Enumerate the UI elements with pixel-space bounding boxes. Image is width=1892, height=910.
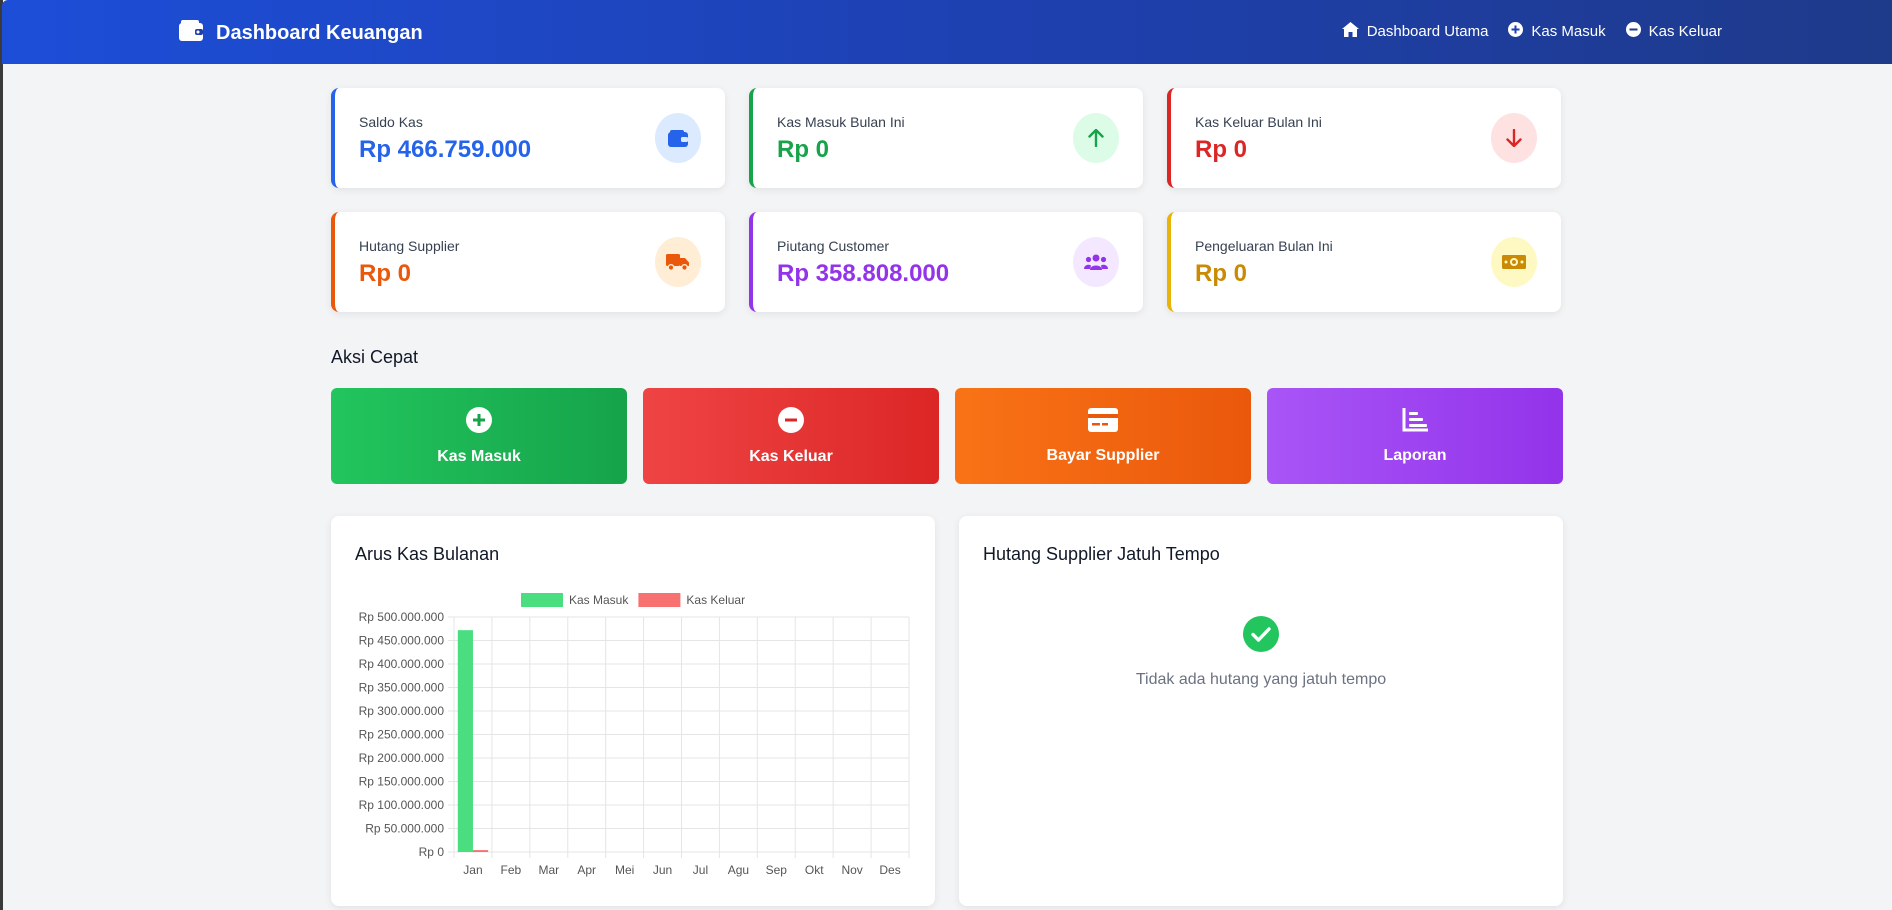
y-tick-label: Rp 250.000.000 bbox=[359, 728, 445, 742]
arrow-down-icon bbox=[1491, 113, 1537, 163]
cashflow-chart: Rp 0 Rp 50.000.000 Rp 100.000.000 Rp 150.00… bbox=[359, 593, 910, 877]
y-tick-label: Rp 0 bbox=[419, 845, 445, 859]
y-tick-label: Rp 50.000.000 bbox=[365, 822, 444, 836]
stat-label: Saldo Kas bbox=[359, 114, 423, 130]
quick-actions-title: Aksi Cepat bbox=[331, 347, 419, 367]
x-tick-label: Agu bbox=[728, 863, 749, 877]
plus-circle-icon bbox=[1508, 22, 1524, 41]
debt-panel-title: Hutang Supplier Jatuh Tempo bbox=[983, 544, 1220, 564]
legend-swatch bbox=[521, 593, 563, 607]
stat-card-kas-keluar: Kas Keluar Bulan Ini Rp 0 bbox=[1167, 88, 1561, 188]
y-tick-label: Rp 350.000.000 bbox=[359, 681, 445, 695]
stat-card-kas-masuk: Kas Masuk Bulan Ini Rp 0 bbox=[749, 88, 1143, 188]
empty-state: Tidak ada hutang yang jatuh tempo bbox=[959, 616, 1563, 689]
x-tick-label: Mar bbox=[538, 863, 559, 877]
cashflow-panel-title: Arus Kas Bulanan bbox=[355, 544, 500, 564]
stat-label: Piutang Customer bbox=[777, 238, 890, 254]
x-tick-label: Jun bbox=[653, 863, 672, 877]
stat-label: Hutang Supplier bbox=[359, 238, 460, 254]
nav-kas-masuk[interactable]: Kas Masuk bbox=[1508, 22, 1606, 41]
x-tick-label: Jul bbox=[693, 863, 708, 877]
x-tick-label: Jan bbox=[463, 863, 482, 877]
x-tick-label: Mei bbox=[615, 863, 634, 877]
x-tick-label: Nov bbox=[841, 863, 862, 877]
quick-action-label: Laporan bbox=[1383, 446, 1447, 464]
check-circle-icon bbox=[1243, 616, 1279, 657]
minus-circle-icon bbox=[1625, 22, 1641, 41]
plus-circle-icon bbox=[466, 406, 492, 438]
quick-action-bayar-supplier[interactable]: Bayar Supplier bbox=[955, 388, 1251, 484]
stat-value: Rp 0 bbox=[777, 136, 830, 163]
minus-circle-icon bbox=[778, 406, 804, 438]
debt-panel: Hutang Supplier Jatuh Tempo Tidak ada hu… bbox=[959, 516, 1563, 906]
nav-kas-keluar[interactable]: Kas Keluar bbox=[1625, 22, 1722, 41]
home-icon bbox=[1341, 22, 1359, 41]
stat-value: Rp 0 bbox=[1195, 136, 1248, 163]
chart-bar-icon bbox=[1402, 407, 1428, 437]
cashflow-panel: Arus Kas Bulanan Rp 0 Rp 50.000.000 Rp 100… bbox=[331, 516, 935, 906]
stat-label: Kas Masuk Bulan Ini bbox=[777, 114, 905, 130]
quick-action-label: Bayar Supplier bbox=[1046, 446, 1160, 464]
stat-value: Rp 0 bbox=[1195, 260, 1248, 287]
y-tick-label: Rp 300.000.000 bbox=[359, 704, 445, 718]
y-tick-label: Rp 150.000.000 bbox=[359, 775, 445, 789]
x-tick-label: Sep bbox=[766, 863, 788, 877]
quick-action-kas-masuk[interactable]: Kas Masuk bbox=[331, 388, 627, 484]
x-tick-label: Des bbox=[879, 863, 900, 877]
stat-label: Kas Keluar Bulan Ini bbox=[1195, 114, 1322, 130]
window-edge bbox=[0, 0, 3, 910]
quick-action-kas-keluar[interactable]: Kas Keluar bbox=[643, 388, 939, 484]
nav-dashboard-utama[interactable]: Dashboard Utama bbox=[1341, 22, 1489, 41]
x-tick-label: Okt bbox=[805, 863, 824, 877]
bar-kas-masuk bbox=[457, 630, 473, 852]
wallet-icon bbox=[178, 19, 204, 47]
y-tick-label: Rp 500.000.000 bbox=[359, 610, 445, 624]
legend-swatch bbox=[638, 593, 681, 607]
stat-label: Pengeluaran Bulan Ini bbox=[1195, 238, 1333, 254]
money-icon bbox=[1491, 237, 1537, 287]
brand[interactable]: Dashboard Keuangan bbox=[178, 19, 423, 47]
nav-label: Dashboard Utama bbox=[1366, 23, 1489, 40]
y-tick-label: Rp 400.000.000 bbox=[359, 657, 445, 671]
x-tick-label: Feb bbox=[501, 863, 522, 877]
arrow-up-icon bbox=[1073, 113, 1119, 163]
stat-value: Rp 466.759.000 bbox=[359, 136, 532, 163]
wallet-icon bbox=[655, 113, 701, 163]
quick-action-label: Kas Masuk bbox=[437, 447, 521, 465]
brand-title: Dashboard Keuangan bbox=[216, 21, 423, 44]
navbar: Dashboard Keuangan Dashboard Utama Kas M… bbox=[2, 0, 1892, 64]
empty-state-text: Tidak ada hutang yang jatuh tempo bbox=[1135, 671, 1387, 688]
quick-action-laporan[interactable]: Laporan bbox=[1267, 388, 1563, 484]
bar-kas-keluar bbox=[472, 850, 489, 852]
legend-label: Kas Keluar bbox=[686, 593, 745, 607]
stat-card-hutang-supplier: Hutang Supplier Rp 0 bbox=[331, 212, 725, 312]
legend-label: Kas Masuk bbox=[569, 593, 629, 607]
credit-card-icon bbox=[1088, 407, 1118, 437]
quick-action-label: Kas Keluar bbox=[749, 447, 833, 465]
truck-icon bbox=[655, 237, 701, 287]
nav-label: Kas Masuk bbox=[1531, 23, 1606, 40]
x-tick-label: Apr bbox=[577, 863, 596, 877]
stat-card-pengeluaran: Pengeluaran Bulan Ini Rp 0 bbox=[1167, 212, 1561, 312]
y-tick-label: Rp 450.000.000 bbox=[359, 634, 445, 648]
nav-label: Kas Keluar bbox=[1648, 23, 1722, 40]
stat-value: Rp 0 bbox=[359, 260, 412, 287]
users-icon bbox=[1073, 237, 1119, 287]
stat-value: Rp 358.808.000 bbox=[777, 260, 950, 287]
y-tick-label: Rp 100.000.000 bbox=[359, 798, 445, 812]
stat-card-saldo-kas: Saldo Kas Rp 466.759.000 bbox=[331, 88, 725, 188]
y-tick-label: Rp 200.000.000 bbox=[359, 751, 445, 765]
stat-card-piutang-customer: Piutang Customer Rp 358.808.000 bbox=[749, 212, 1143, 312]
